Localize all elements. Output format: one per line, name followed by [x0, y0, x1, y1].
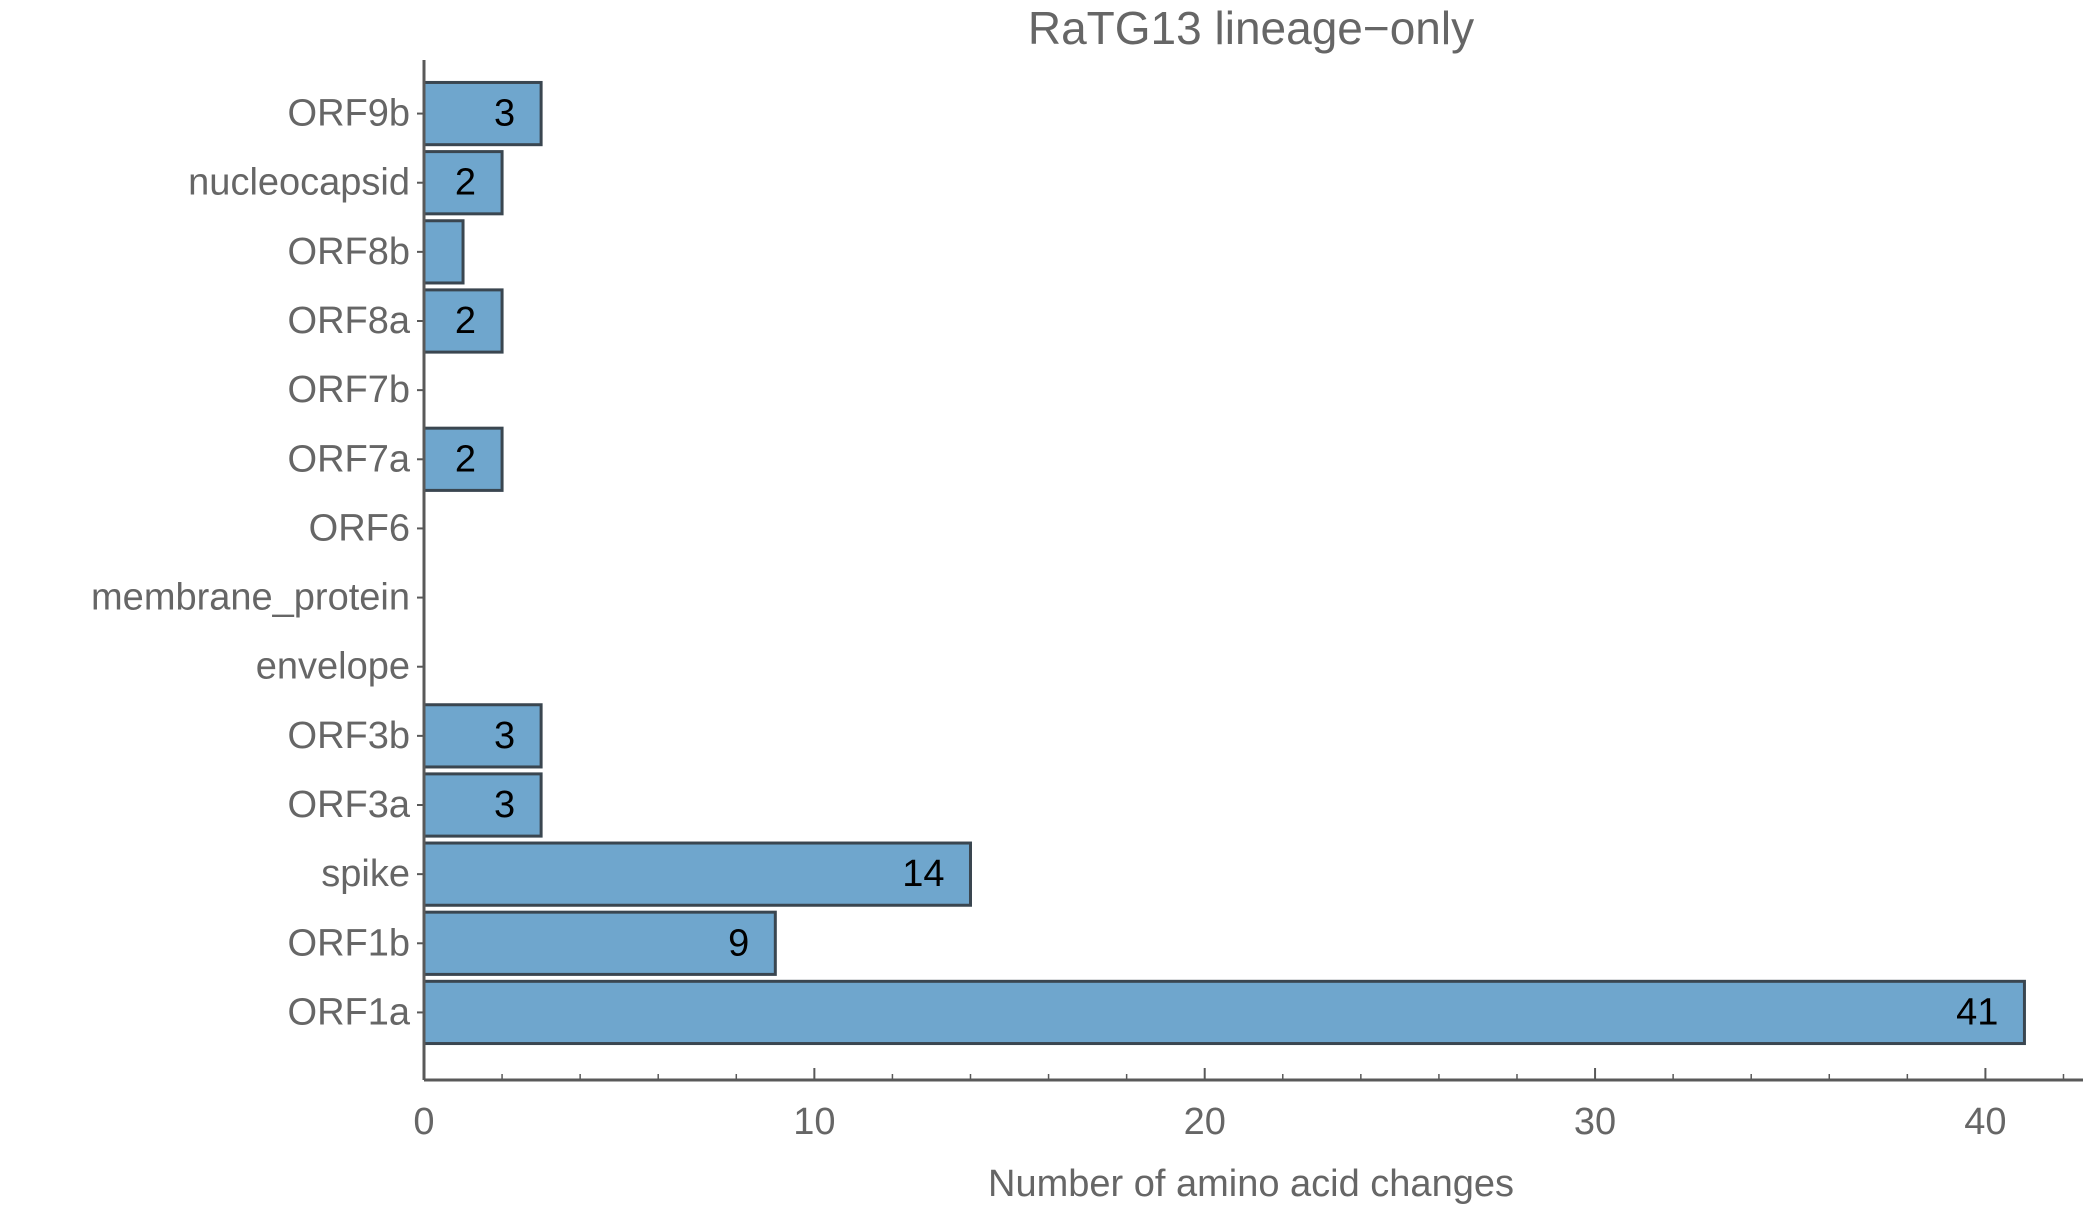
y-tick-label: ORF6: [309, 507, 410, 549]
y-tick-label: spike: [321, 853, 410, 895]
y-tick-label: ORF7b: [288, 369, 410, 411]
bar-value-label: 3: [494, 715, 515, 757]
y-tick-label: ORF1b: [288, 922, 410, 964]
y-tick-label: membrane_protein: [91, 577, 410, 619]
bar-orf3b: [422, 703, 543, 769]
y-tick-label: ORF3a: [288, 784, 411, 826]
y-tick-label: envelope: [256, 646, 410, 688]
bar-value-label: 2: [455, 162, 476, 204]
x-axis-label: Number of amino acid changes: [988, 1163, 1514, 1205]
bar-value-label: 3: [494, 93, 515, 135]
axes: [422, 60, 2083, 1082]
y-tick-label: ORF7a: [288, 438, 411, 480]
bars: [422, 80, 2026, 1046]
bar-value-label: 2: [455, 300, 476, 342]
bar-value-label: 3: [494, 784, 515, 826]
bar-orf9b: [422, 80, 543, 147]
bar-orf8a: [422, 288, 504, 354]
x-tick-label: 0: [413, 1101, 434, 1143]
x-tick-label: 30: [1574, 1101, 1616, 1143]
x-tick-label: 20: [1184, 1101, 1226, 1143]
bar-spike: [422, 841, 972, 907]
chart-title: RaTG13 lineage−only: [1028, 2, 1474, 54]
bar-orf1b: [422, 910, 777, 976]
y-tick-label: ORF9b: [288, 93, 410, 135]
y-tick-label: nucleocapsid: [188, 162, 410, 204]
bar-value-label: 14: [902, 853, 944, 895]
y-tick-label: ORF3b: [288, 715, 410, 757]
bar-orf3a: [422, 772, 543, 838]
y-axis-labels: ORF1a ORF1b spike ORF3a ORF3b envelope membran…: [91, 93, 411, 1034]
bar-orf8b: [422, 219, 465, 285]
bar-nucleocapsid: [422, 150, 504, 216]
y-tick-label: ORF8a: [288, 300, 411, 342]
y-tick-label: ORF8b: [288, 231, 410, 273]
x-tick-label: 40: [1964, 1101, 2006, 1143]
x-tick-label: 10: [793, 1101, 835, 1143]
bar-value-label: 2: [455, 438, 476, 480]
bar-orf1a: [422, 979, 2026, 1046]
x-axis-ticks: 0 10 20 30 40: [413, 112, 2065, 1143]
bar-value-label: 41: [1956, 991, 1998, 1033]
y-tick-label: ORF1a: [288, 991, 411, 1033]
bar-value-label: 9: [728, 922, 749, 964]
